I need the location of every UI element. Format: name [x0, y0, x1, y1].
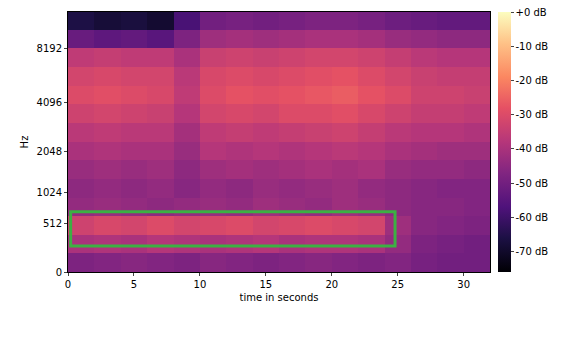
svg-text:15: 15 — [259, 279, 272, 290]
svg-text:-70 dB: -70 dB — [516, 246, 549, 257]
svg-text:20: 20 — [325, 279, 338, 290]
svg-text:512: 512 — [43, 218, 62, 229]
svg-text:10: 10 — [194, 279, 207, 290]
svg-text:25: 25 — [391, 279, 404, 290]
svg-text:30: 30 — [457, 279, 470, 290]
svg-text:-60 dB: -60 dB — [516, 212, 549, 223]
svg-text:2048: 2048 — [37, 146, 62, 157]
svg-text:-20 dB: -20 dB — [516, 75, 549, 86]
svg-text:+0 dB: +0 dB — [516, 7, 547, 18]
svg-text:0: 0 — [56, 267, 62, 278]
svg-text:1024: 1024 — [37, 187, 62, 198]
svg-text:8192: 8192 — [37, 43, 62, 54]
svg-text:-10 dB: -10 dB — [516, 41, 549, 52]
svg-text:5: 5 — [131, 279, 137, 290]
svg-text:time in seconds: time in seconds — [240, 292, 319, 303]
svg-text:4096: 4096 — [37, 97, 62, 108]
svg-text:0: 0 — [65, 279, 71, 290]
svg-text:-30 dB: -30 dB — [516, 109, 549, 120]
svg-text:-50 dB: -50 dB — [516, 178, 549, 189]
svg-text:Hz: Hz — [19, 136, 30, 149]
svg-text:-40 dB: -40 dB — [516, 143, 549, 154]
